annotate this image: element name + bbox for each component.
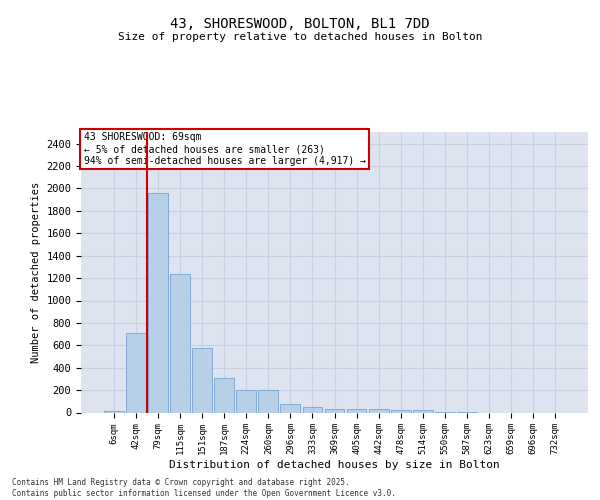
Bar [259, 390, 278, 412]
Bar [104, 411, 124, 412]
Bar [368, 408, 389, 412]
Bar [347, 408, 367, 412]
Bar [192, 348, 212, 412]
Text: Size of property relative to detached houses in Bolton: Size of property relative to detached ho… [118, 32, 482, 42]
Bar [302, 408, 322, 412]
Text: Contains HM Land Registry data © Crown copyright and database right 2025.
Contai: Contains HM Land Registry data © Crown c… [12, 478, 396, 498]
Y-axis label: Number of detached properties: Number of detached properties [31, 182, 41, 363]
Bar [236, 390, 256, 412]
Text: 43, SHORESWOOD, BOLTON, BL1 7DD: 43, SHORESWOOD, BOLTON, BL1 7DD [170, 18, 430, 32]
Bar [214, 378, 234, 412]
Text: 43 SHORESWOOD: 69sqm
← 5% of detached houses are smaller (263)
94% of semi-detac: 43 SHORESWOOD: 69sqm ← 5% of detached ho… [83, 132, 365, 166]
Bar [413, 410, 433, 412]
Bar [280, 404, 301, 412]
Bar [391, 410, 410, 412]
Bar [148, 193, 168, 412]
X-axis label: Distribution of detached houses by size in Bolton: Distribution of detached houses by size … [169, 460, 500, 470]
Bar [126, 333, 146, 412]
Bar [170, 274, 190, 412]
Bar [325, 408, 344, 412]
